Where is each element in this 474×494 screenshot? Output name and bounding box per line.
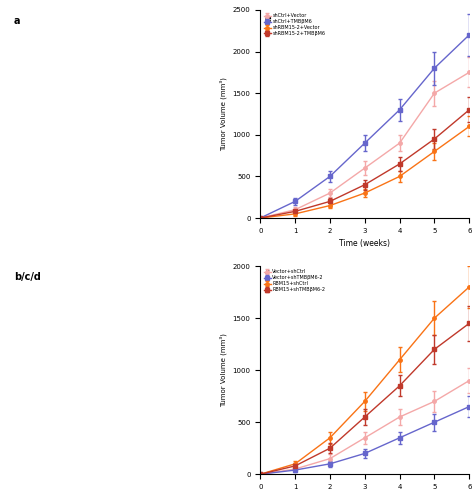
Legend: Vector+shCtrl, Vector+shTMBβM6-2, RBM15+shCtrl, RBM15+shTMBβM6-2: Vector+shCtrl, Vector+shTMBβM6-2, RBM15+… [263, 269, 327, 293]
Text: f: f [264, 270, 269, 280]
Text: e: e [264, 14, 271, 24]
Text: a: a [14, 16, 20, 26]
Y-axis label: Tumor Volume (mm³): Tumor Volume (mm³) [219, 333, 227, 407]
Legend: shCtrl+Vector, shCtrl+TMBβM6, shRBM15-2+Vector, shRBM15-2+TMBβM6: shCtrl+Vector, shCtrl+TMBβM6, shRBM15-2+… [263, 12, 327, 37]
Text: b/c/d: b/c/d [14, 272, 41, 283]
Y-axis label: Tumor Volume (mm³): Tumor Volume (mm³) [219, 77, 227, 151]
X-axis label: Time (weeks): Time (weeks) [339, 239, 390, 248]
